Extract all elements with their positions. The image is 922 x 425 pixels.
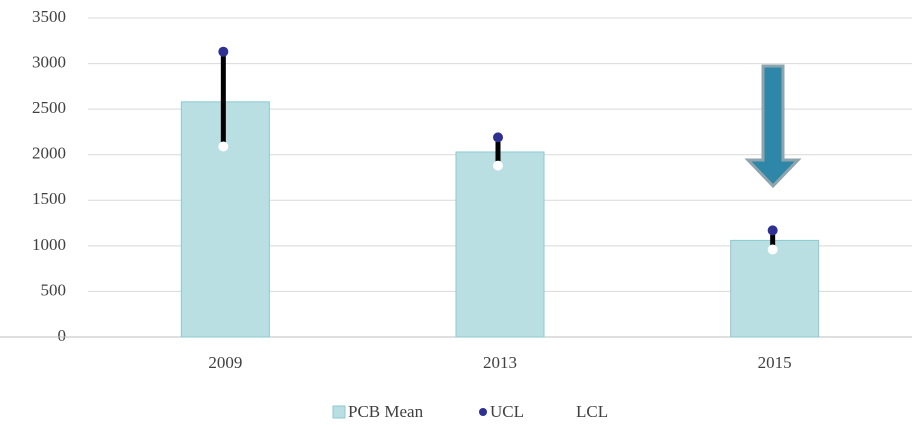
legend-label: UCL: [490, 402, 524, 421]
y-tick-label: 500: [41, 280, 67, 299]
lcl-point: [767, 244, 778, 255]
legend-marker: [565, 408, 573, 416]
y-tick-label: 3500: [32, 7, 66, 26]
legend-swatch: [332, 405, 346, 419]
legend-label: LCL: [576, 402, 608, 421]
arrow: [744, 64, 802, 189]
legend-item: PCB Mean: [332, 402, 424, 421]
bar: [455, 151, 545, 338]
legend-item: LCL: [565, 402, 608, 421]
x-tick-label: 2013: [483, 353, 517, 372]
y-tick-label: 0: [58, 326, 67, 345]
y-tick-label: 2500: [32, 98, 66, 117]
x-tick-label: 2015: [758, 353, 792, 372]
y-tick-label: 2000: [32, 144, 66, 163]
lcl-point: [218, 141, 229, 152]
y-tick-label: 1500: [32, 189, 66, 208]
ucl-point: [493, 132, 503, 143]
ucl-point: [218, 46, 229, 57]
legend-label: PCB Mean: [348, 402, 424, 421]
y-tick-label: 3000: [32, 52, 66, 71]
legend-marker: [479, 408, 487, 416]
legend-item: UCL: [479, 402, 524, 421]
lcl-point: [493, 160, 503, 171]
bar: [730, 239, 820, 338]
y-tick-label: 1000: [32, 235, 66, 254]
x-tick-label: 2009: [208, 353, 242, 372]
ucl-point: [767, 225, 778, 236]
